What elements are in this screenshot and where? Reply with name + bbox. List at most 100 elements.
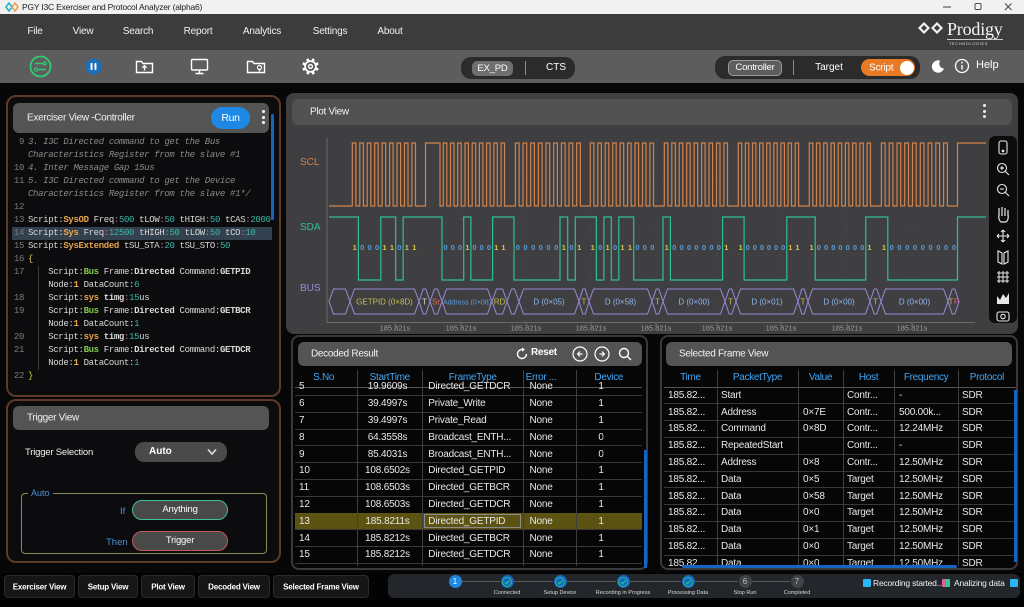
svg-text:P: P (954, 298, 959, 307)
svg-text:1: 1 (494, 243, 498, 252)
svg-text:D (0×05): D (0×05) (533, 298, 565, 307)
svg-text:1: 1 (606, 243, 610, 252)
svg-text:0: 0 (546, 243, 550, 252)
svg-text:0: 0 (569, 243, 573, 252)
svg-text:D (0×00): D (0×00) (899, 298, 931, 307)
svg-text:T: T (655, 298, 660, 307)
svg-text:0: 0 (817, 243, 821, 252)
svg-text:185.821s: 185.821s (832, 324, 863, 333)
svg-text:0: 0 (539, 243, 543, 252)
svg-text:T: T (422, 298, 427, 307)
svg-text:0: 0 (717, 243, 721, 252)
svg-text:0: 0 (672, 243, 676, 252)
svg-text:0: 0 (397, 243, 401, 252)
svg-text:0: 0 (554, 243, 558, 252)
svg-text:0: 0 (824, 243, 828, 252)
svg-text:GETPID (0×8D): GETPID (0×8D) (356, 298, 413, 307)
svg-text:1: 1 (788, 243, 792, 252)
svg-text:0: 0 (753, 243, 757, 252)
svg-text:0: 0 (890, 243, 894, 252)
svg-text:0: 0 (831, 243, 835, 252)
svg-text:185.821s: 185.821s (766, 324, 797, 333)
svg-text:0: 0 (774, 243, 778, 252)
svg-text:0: 0 (516, 243, 520, 252)
svg-text:1: 1 (882, 243, 886, 252)
svg-text:0: 0 (444, 243, 448, 252)
svg-text:0: 0 (472, 243, 476, 252)
svg-text:0: 0 (838, 243, 842, 252)
svg-text:Address (0×08): Address (0×08) (443, 300, 491, 307)
svg-text:185.821s: 185.821s (446, 324, 477, 333)
svg-text:0: 0 (375, 243, 379, 252)
svg-text:1: 1 (739, 243, 743, 252)
svg-text:1: 1 (405, 243, 409, 252)
svg-text:0: 0 (480, 243, 484, 252)
svg-text:T: T (728, 298, 733, 307)
svg-text:0: 0 (860, 243, 864, 252)
svg-text:0: 0 (635, 243, 639, 252)
svg-text:1: 1 (867, 243, 871, 252)
svg-text:0: 0 (702, 243, 706, 252)
svg-text:T: T (801, 298, 806, 307)
svg-text:0: 0 (913, 243, 917, 252)
svg-text:0: 0 (650, 243, 654, 252)
svg-text:0: 0 (680, 243, 684, 252)
svg-text:0: 0 (746, 243, 750, 252)
svg-text:1: 1 (390, 243, 394, 252)
svg-text:1: 1 (382, 243, 386, 252)
svg-text:0: 0 (643, 243, 647, 252)
svg-text:T: T (873, 298, 878, 307)
svg-text:0: 0 (360, 243, 364, 252)
svg-text:1: 1 (412, 243, 416, 252)
svg-text:185.821s: 185.821s (897, 324, 928, 333)
svg-text:185.821s: 185.821s (511, 324, 542, 333)
svg-text:185.821s: 185.821s (702, 324, 733, 333)
svg-text:0: 0 (767, 243, 771, 252)
svg-text:D (0×00): D (0×00) (678, 298, 710, 307)
svg-text:T: T (949, 298, 954, 307)
svg-text:0: 0 (709, 243, 713, 252)
svg-text:1: 1 (501, 243, 505, 252)
svg-text:T: T (582, 298, 587, 307)
svg-text:D (0×00): D (0×00) (823, 298, 855, 307)
svg-text:0: 0 (760, 243, 764, 252)
svg-text:1: 1 (577, 243, 581, 252)
svg-text:1: 1 (353, 243, 357, 252)
svg-text:0: 0 (936, 243, 940, 252)
svg-text:1: 1 (465, 243, 469, 252)
svg-text:0: 0 (487, 243, 491, 252)
svg-text:1: 1 (795, 243, 799, 252)
svg-text:1: 1 (562, 243, 566, 252)
svg-text:RD: RD (494, 298, 506, 307)
svg-text:0: 0 (598, 243, 602, 252)
svg-text:1: 1 (628, 243, 632, 252)
svg-text:0: 0 (523, 243, 527, 252)
svg-text:D (0×01): D (0×01) (751, 298, 783, 307)
svg-text:1: 1 (810, 243, 814, 252)
svg-text:0: 0 (846, 243, 850, 252)
svg-text:0: 0 (781, 243, 785, 252)
svg-text:1: 1 (665, 243, 669, 252)
svg-text:0: 0 (853, 243, 857, 252)
svg-text:0: 0 (944, 243, 948, 252)
svg-text:0: 0 (921, 243, 925, 252)
svg-text:185.821s: 185.821s (380, 324, 411, 333)
svg-text:0: 0 (368, 243, 372, 252)
svg-text:D (0×58): D (0×58) (605, 298, 637, 307)
svg-text:0: 0 (451, 243, 455, 252)
svg-text:0: 0 (458, 243, 462, 252)
svg-text:0: 0 (531, 243, 535, 252)
svg-text:Sr: Sr (432, 298, 440, 307)
svg-text:0: 0 (952, 243, 956, 252)
svg-text:0: 0 (905, 243, 909, 252)
svg-text:185.821s: 185.821s (576, 324, 607, 333)
svg-text:0: 0 (897, 243, 901, 252)
svg-text:0: 0 (687, 243, 691, 252)
svg-text:1: 1 (620, 243, 624, 252)
svg-text:185.821s: 185.821s (641, 324, 672, 333)
svg-text:0: 0 (929, 243, 933, 252)
svg-text:1: 1 (591, 243, 595, 252)
svg-text:0: 0 (694, 243, 698, 252)
svg-text:1: 1 (724, 243, 728, 252)
svg-text:0: 0 (613, 243, 617, 252)
